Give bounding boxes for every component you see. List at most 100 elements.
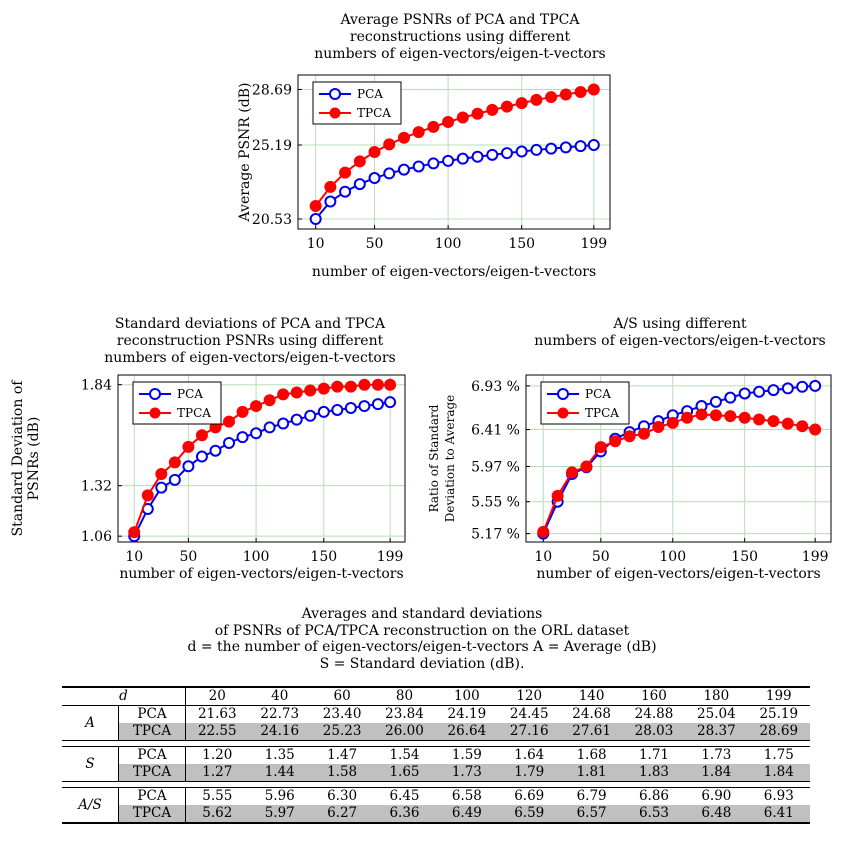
data-point-tpca [427,120,440,133]
table-cell: 23.40 [322,706,362,722]
data-point-tpca [574,85,587,98]
data-point-pca [587,139,600,152]
table-cell: 24.68 [572,706,611,722]
table-cell: 1.73 [435,764,499,782]
data-point-pca [456,152,469,165]
x-tick-label: 199 [377,549,404,565]
table-cell: 21.63 [197,706,237,722]
method-label: TPCA [118,764,186,782]
legend-box [132,381,222,425]
data-point-pca [317,405,330,418]
table-row: A/S PCA 5.55 5.96 6.30 6.45 6.58 6.69 6.79 6.86 6.… [62,787,810,823]
data-point-tpca [412,126,425,139]
x-tick-label: 10 [307,236,325,252]
data-point-pca [384,396,397,409]
method-label: TPCA [118,805,186,823]
table-cell: 22.55 [185,723,249,741]
data-point-tpca [609,435,622,448]
table-cell: 1.68 [576,747,607,763]
table-cell: 24.19 [447,706,487,722]
data-point-tpca [371,378,384,391]
x-tick-label: 50 [366,236,384,252]
x-tick-label: 100 [435,236,462,252]
legend-label: PCA [177,387,203,401]
x-tick-label: 150 [731,549,758,565]
data-point-pca [753,385,766,398]
x-tick-label: 150 [508,236,535,252]
table-cell: 26.00 [373,723,436,741]
data-point-pca [412,160,425,173]
y-tick-label: 5.17 % [471,527,520,543]
data-point-tpca [681,411,694,424]
column-header: 199 [765,688,792,704]
y-axis-label: Ratio of Standard [427,404,441,512]
data-point-tpca [383,138,396,151]
data-point-tpca [545,91,558,104]
group-spacer [62,782,810,788]
table-cell: 6.48 [685,805,748,823]
table-cell: 1.64 [514,747,545,763]
method-label: PCA [118,787,186,805]
data-point-pca [371,398,384,411]
table-cell: 27.16 [498,723,561,741]
table-cell: 1.73 [701,747,732,763]
series-line-tpca [542,413,816,533]
data-point-tpca [537,525,550,538]
table-cell: 6.59 [498,805,561,823]
data-point-tpca [709,409,722,422]
data-point-tpca [471,107,484,120]
data-point-tpca [304,384,317,397]
column-header: 160 [641,688,667,704]
y-tick-label: 6.41 % [471,423,520,439]
y-tick-label: 20.53 [252,212,292,228]
data-point-pca [781,382,794,395]
table-row: TPCA 22.55 24.16 25.23 26.00 26.64 27.16 27.61 2… [62,723,810,741]
group-label: A [62,705,119,741]
group-spacer [62,741,810,747]
data-point-tpca [358,378,371,391]
data-point-pca [559,141,572,154]
x-axis-label: number of eigen-vectors/eigen-t-vectors [312,264,596,280]
table-cell: 6.30 [327,788,358,804]
data-point-pca [809,379,822,392]
data-point-tpca [223,415,236,428]
data-point-tpca [324,180,337,193]
data-point-pca [545,142,558,155]
data-point-pca [182,460,195,473]
data-point-tpca [397,131,410,144]
table-cell: 28.03 [622,723,686,741]
y-tick-label: 25.19 [252,138,292,154]
data-point-tpca [195,429,208,442]
data-point-pca [471,150,484,163]
table-cell: 1.83 [622,764,686,782]
chart3-title: A/S using different numbers of eigen-vect… [534,316,826,349]
table-cell: 24.45 [509,706,549,722]
data-point-tpca [767,415,780,428]
data-point-tpca [339,166,352,179]
legend-marker-pca [329,88,341,100]
results-table: d 20 40 60 80 100 120 140 160 180 199 A PCA 21.63 22… [62,686,810,824]
data-point-pca [767,384,780,397]
x-tick-label: 100 [243,549,270,565]
x-tick-label: 199 [580,236,607,252]
data-point-tpca [236,405,249,418]
table-cell: 23.84 [385,706,424,722]
chart2-title: Standard deviations of PCA and TPCA recon… [104,316,396,366]
table-cell: 5.62 [185,805,249,823]
data-point-tpca [515,97,528,110]
chart-ratio: 10 50 100 150 199 5.17 % 5.55 % 5.97 % 6.41 % 6.9… [427,374,832,582]
group-label: A/S [62,787,119,823]
table-cell: 1.47 [327,747,358,763]
data-point-pca [339,185,352,198]
plot-frame [525,374,832,543]
table-cell: 1.44 [248,764,311,782]
data-point-tpca [168,456,181,469]
y-tick-label: 5.97 % [471,459,520,475]
data-point-pca [250,427,263,440]
data-point-pca [277,417,290,430]
data-point-pca [168,473,181,486]
data-point-tpca [637,427,650,440]
table-cell: 1.20 [202,747,233,763]
y-tick-label: 1.84 [81,378,112,394]
legend-label: PCA [585,387,611,401]
